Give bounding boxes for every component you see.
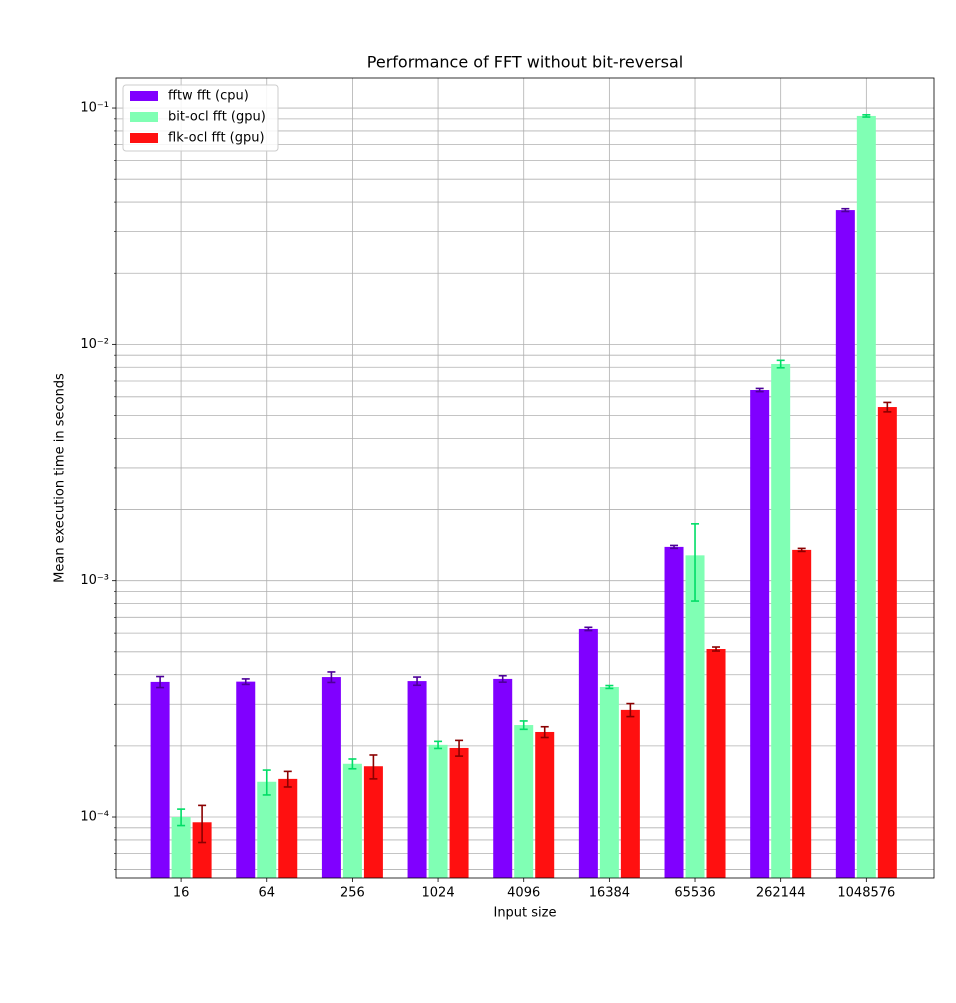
legend-label: flk-ocl fft (gpu) xyxy=(168,131,265,146)
plot-frame xyxy=(115,77,935,879)
bar xyxy=(620,709,640,878)
y-tick-label: 10⁻³ xyxy=(80,573,109,588)
y-tick-label: 10⁻⁴ xyxy=(80,810,109,825)
legend-swatch xyxy=(130,112,158,122)
bar xyxy=(236,681,256,878)
bar xyxy=(877,407,897,878)
bar xyxy=(171,817,191,878)
bar xyxy=(449,747,469,878)
x-tick-label: 4096 xyxy=(507,886,540,901)
legend-box xyxy=(122,84,279,152)
x-tick-label: 1048576 xyxy=(837,886,895,901)
legend-swatch xyxy=(130,91,158,101)
bar xyxy=(192,822,212,878)
bar xyxy=(321,677,341,878)
bar xyxy=(535,731,555,878)
x-tick-label: 256 xyxy=(340,886,365,901)
bar xyxy=(599,686,619,878)
chart-title: Performance of FFT without bit-reversal xyxy=(367,53,683,72)
bar xyxy=(428,744,448,878)
bar xyxy=(514,725,534,878)
bar xyxy=(278,778,298,878)
bar xyxy=(578,628,598,878)
bar xyxy=(493,678,513,878)
y-axis-label: Mean execution time in seconds xyxy=(53,373,68,583)
legend-label: bit-ocl fft (gpu) xyxy=(168,110,266,125)
x-tick-label: 16 xyxy=(173,886,190,901)
bar xyxy=(685,555,705,878)
x-tick-label: 1024 xyxy=(422,886,455,901)
x-tick-label: 16384 xyxy=(589,886,630,901)
bar xyxy=(150,681,170,878)
x-tick-label: 65536 xyxy=(674,886,715,901)
bar xyxy=(257,781,277,878)
bar xyxy=(750,390,770,878)
legend-swatch xyxy=(130,133,158,143)
bar xyxy=(835,210,855,878)
x-tick-label: 64 xyxy=(258,886,275,901)
bar xyxy=(792,549,812,878)
bar xyxy=(407,681,427,878)
x-axis-label: Input size xyxy=(493,906,556,921)
bar xyxy=(706,648,726,878)
bar xyxy=(342,763,362,878)
bar xyxy=(771,363,791,878)
bar xyxy=(363,766,383,878)
legend-label: fftw fft (cpu) xyxy=(168,89,249,104)
bar xyxy=(856,115,876,879)
x-tick-label: 262144 xyxy=(756,886,806,901)
bar xyxy=(664,546,684,878)
y-tick-label: 10⁻² xyxy=(80,337,109,352)
y-tick-label: 10⁻¹ xyxy=(80,101,109,116)
